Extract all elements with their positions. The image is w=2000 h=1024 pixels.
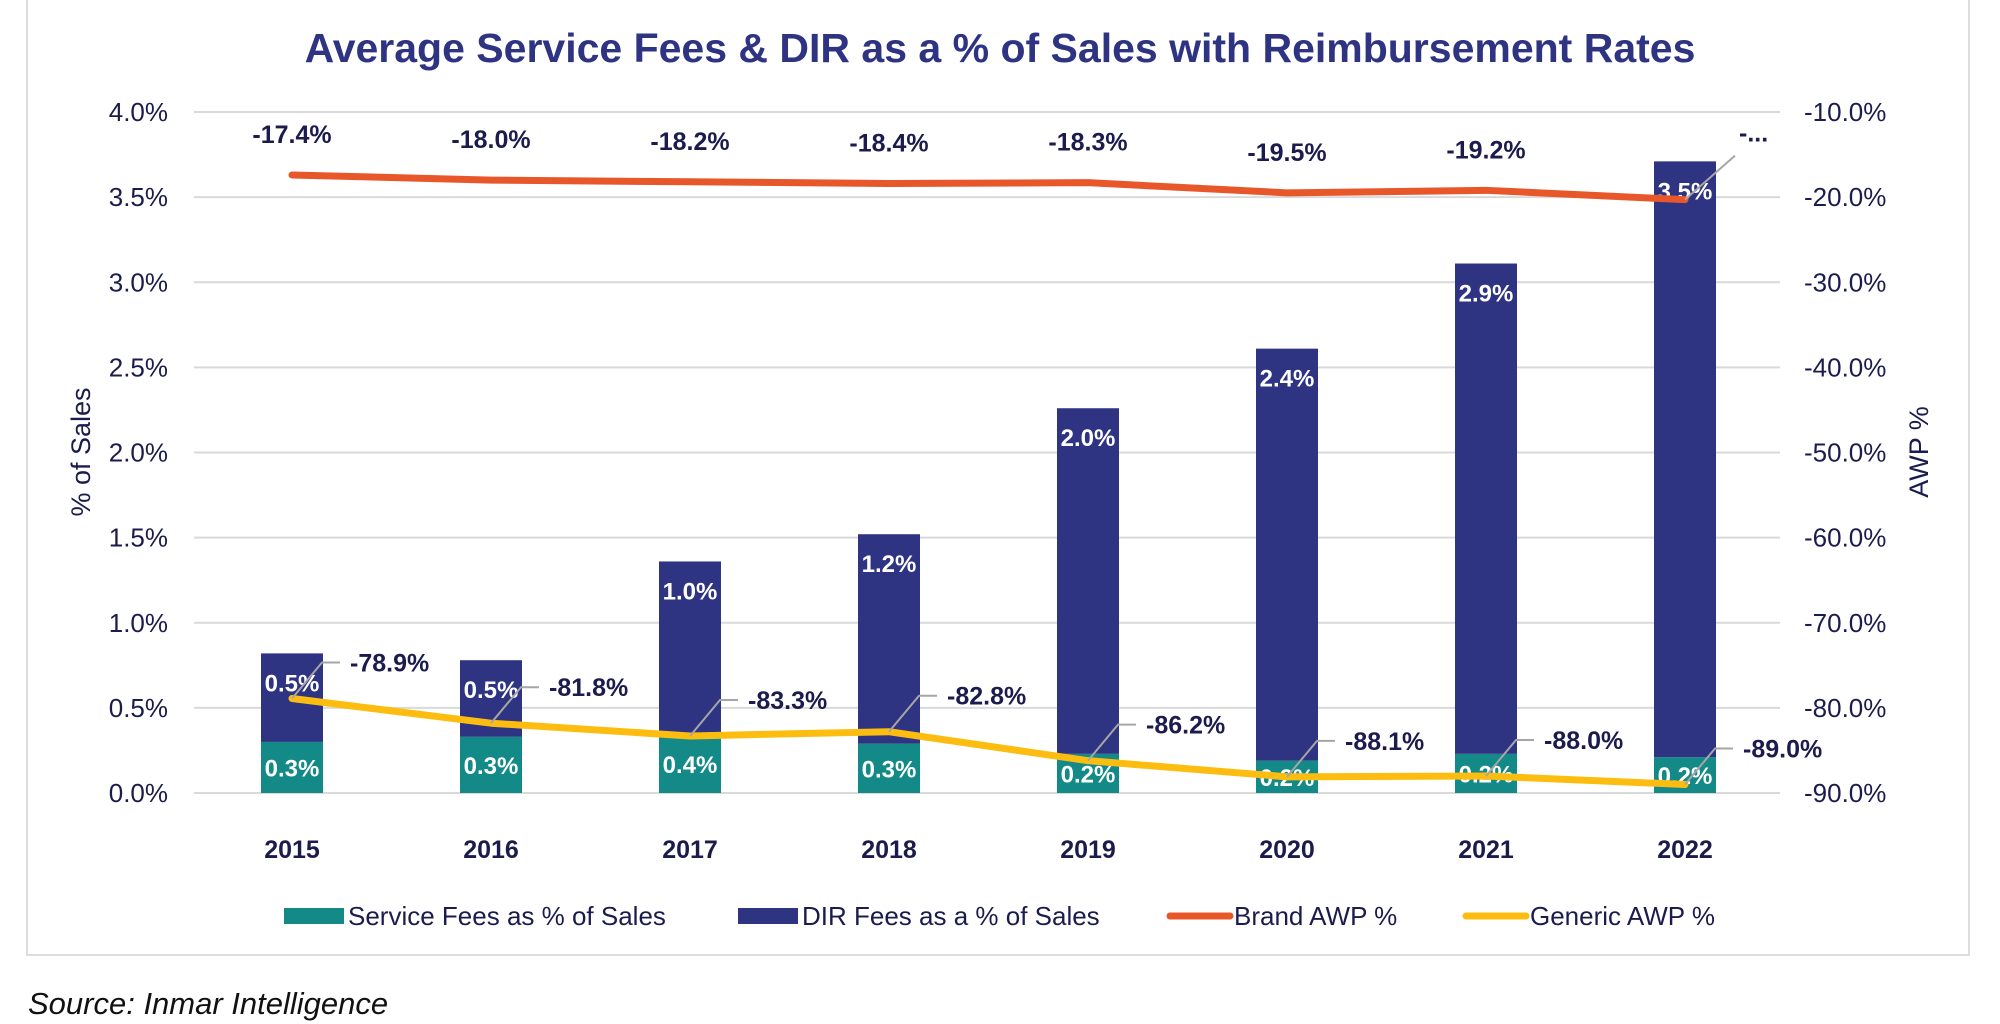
dir-fee-label: 0.5%: [265, 670, 320, 697]
legend-label: Service Fees as % of Sales: [348, 901, 666, 931]
dir-fee-label: 2.9%: [1459, 281, 1514, 308]
bar-service-fees: [460, 736, 522, 793]
bar-dir-fees: [659, 561, 721, 736]
y2-tick-label: -50.0%: [1804, 438, 1886, 468]
y-tick-label: 2.5%: [109, 352, 168, 382]
y-tick-label: 4.0%: [109, 97, 168, 127]
generic-awp-label: -82.8%: [947, 683, 1026, 711]
bar-dir-fees: [1455, 263, 1517, 754]
y2-tick-label: -70.0%: [1804, 608, 1886, 638]
generic-awp-label: -89.0%: [1743, 735, 1822, 763]
x-tick-label: 2015: [264, 836, 320, 864]
y2-tick-label: -40.0%: [1804, 352, 1886, 382]
legend-label: DIR Fees as a % of Sales: [802, 901, 1100, 931]
legend-label: Generic AWP %: [1530, 901, 1715, 931]
dir-fee-label: 2.4%: [1260, 366, 1315, 393]
bar-dir-fees: [858, 534, 920, 744]
brand-awp-label: -18.2%: [650, 128, 729, 156]
brand-awp-label: -17.4%: [252, 121, 331, 149]
generic-awp-label: -86.2%: [1146, 712, 1225, 740]
generic-awp-label: -88.1%: [1345, 728, 1424, 756]
dir-fee-label: 0.5%: [464, 677, 519, 704]
x-tick-label: 2018: [861, 836, 917, 864]
bar-dir-fees: [1057, 408, 1119, 754]
chart-title: Average Service Fees & DIR as a % of Sal…: [305, 25, 1696, 71]
dir-fee-label: 2.0%: [1061, 425, 1116, 452]
generic-awp-label: -81.8%: [549, 674, 628, 702]
y-tick-label: 2.0%: [109, 438, 168, 468]
service-fee-label: 0.4%: [663, 752, 718, 779]
x-tick-label: 2016: [463, 836, 519, 864]
generic-awp-label: -78.9%: [350, 650, 429, 678]
generic-awp-label: -88.0%: [1544, 727, 1623, 755]
bar-service-fees: [858, 743, 920, 793]
legend-swatch: [738, 908, 798, 924]
y-tick-label: 0.0%: [109, 778, 168, 808]
y2-tick-label: -80.0%: [1804, 693, 1886, 723]
y-tick-label: 3.5%: [109, 182, 168, 212]
service-fee-label: 0.3%: [862, 756, 917, 783]
chart-frame: [26, 0, 1970, 956]
bar-service-fees: [261, 741, 323, 793]
leader-line: [689, 698, 738, 737]
legend-swatch: [284, 908, 344, 924]
service-fee-label: 0.2%: [1061, 761, 1116, 788]
brand-awp-label: -18.0%: [451, 126, 530, 154]
bar-dir-fees: [1256, 348, 1318, 761]
leader-line: [490, 686, 539, 724]
source-note: Source: Inmar Intelligence: [28, 986, 389, 1021]
leader-line: [1684, 154, 1736, 201]
x-tick-label: 2022: [1657, 836, 1713, 864]
x-tick-label: 2021: [1458, 836, 1514, 864]
y2-tick-label: -60.0%: [1804, 523, 1886, 553]
generic-awp-line: [288, 695, 1689, 788]
y-tick-label: 1.0%: [109, 608, 168, 638]
brand-awp-label: -...: [1739, 120, 1768, 148]
dir-fee-label: 1.0%: [663, 578, 718, 605]
y-tick-label: 3.0%: [109, 267, 168, 297]
leader-line: [1087, 723, 1136, 762]
service-fee-label: 0.3%: [464, 753, 519, 780]
y2-tick-label: -20.0%: [1804, 182, 1886, 212]
generic-awp-label: -83.3%: [748, 687, 827, 715]
service-fee-label: 0.3%: [265, 755, 320, 782]
bar-dir-fees: [1654, 161, 1716, 758]
x-tick-label: 2017: [662, 836, 718, 864]
y2-tick-label: -30.0%: [1804, 267, 1886, 297]
legend-label: Brand AWP %: [1234, 901, 1397, 931]
x-tick-label: 2019: [1060, 836, 1116, 864]
brand-awp-label: -19.2%: [1446, 136, 1525, 164]
brand-awp-label: -18.4%: [849, 130, 928, 158]
y-tick-label: 0.5%: [109, 693, 168, 723]
brand-awp-label: -19.5%: [1247, 139, 1326, 167]
y-tick-label: 1.5%: [109, 523, 168, 553]
leader-line: [1286, 739, 1335, 778]
y2-tick-label: -90.0%: [1804, 778, 1886, 808]
y2-tick-label: -10.0%: [1804, 97, 1886, 127]
leader-line: [888, 694, 937, 733]
bar-service-fees: [659, 735, 721, 793]
leader-line: [1684, 747, 1733, 786]
leader-line: [291, 661, 340, 700]
brand-awp-label: -18.3%: [1048, 129, 1127, 157]
dir-fee-label: 1.2%: [862, 551, 917, 578]
leader-line: [1485, 738, 1534, 777]
y-axis-title: % of Sales: [66, 387, 96, 516]
brand-awp-line: [288, 171, 1689, 204]
y2-axis-title: AWP %: [1904, 406, 1934, 498]
x-tick-label: 2020: [1259, 836, 1315, 864]
